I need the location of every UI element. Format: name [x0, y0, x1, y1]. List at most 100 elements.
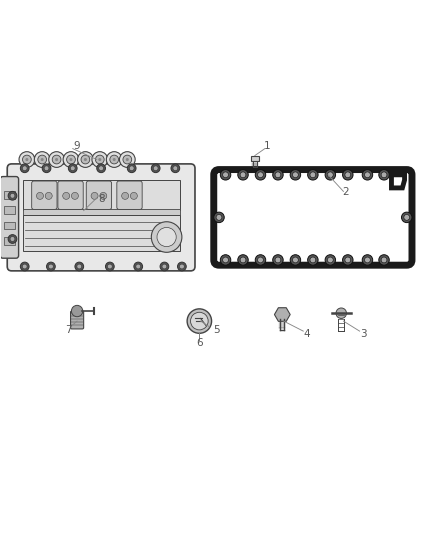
Circle shape: [77, 264, 81, 269]
Circle shape: [162, 264, 167, 269]
Circle shape: [362, 169, 373, 180]
Circle shape: [160, 262, 169, 271]
Circle shape: [81, 155, 90, 164]
Circle shape: [364, 172, 371, 177]
Circle shape: [187, 309, 212, 333]
Text: 8: 8: [98, 194, 104, 204]
Circle shape: [42, 164, 51, 173]
Circle shape: [20, 164, 29, 173]
Circle shape: [100, 192, 107, 199]
Circle shape: [49, 152, 64, 167]
Bar: [251, 156, 259, 161]
Circle shape: [293, 257, 298, 263]
Circle shape: [402, 212, 412, 223]
Circle shape: [131, 192, 138, 199]
Circle shape: [110, 155, 119, 164]
Text: 5: 5: [213, 325, 220, 335]
Circle shape: [238, 255, 248, 265]
Circle shape: [36, 192, 43, 199]
Circle shape: [223, 172, 229, 177]
Circle shape: [106, 152, 122, 167]
Circle shape: [70, 158, 73, 161]
Circle shape: [84, 158, 87, 161]
Circle shape: [99, 166, 103, 171]
Circle shape: [255, 169, 266, 180]
Circle shape: [97, 164, 106, 173]
Circle shape: [52, 155, 61, 164]
Circle shape: [180, 264, 184, 269]
Circle shape: [63, 152, 79, 167]
Circle shape: [8, 235, 17, 244]
FancyBboxPatch shape: [32, 181, 57, 209]
Circle shape: [381, 172, 387, 177]
Circle shape: [216, 214, 222, 220]
FancyBboxPatch shape: [58, 181, 83, 209]
Circle shape: [362, 255, 373, 265]
Text: 2: 2: [343, 187, 349, 197]
Circle shape: [107, 264, 112, 269]
Circle shape: [10, 237, 15, 241]
Circle shape: [123, 155, 132, 164]
Text: 6: 6: [196, 338, 203, 348]
Circle shape: [120, 152, 135, 167]
Text: 3: 3: [360, 329, 367, 339]
Circle shape: [343, 255, 353, 265]
Circle shape: [345, 172, 351, 177]
Circle shape: [8, 191, 17, 200]
Circle shape: [240, 172, 246, 177]
Text: 9: 9: [74, 141, 81, 151]
Circle shape: [328, 257, 333, 263]
Circle shape: [113, 158, 116, 161]
Circle shape: [95, 155, 104, 164]
Circle shape: [71, 166, 75, 171]
Circle shape: [68, 164, 77, 173]
Circle shape: [220, 169, 231, 180]
Bar: [22, 180, 180, 211]
Bar: [4, 222, 14, 229]
Circle shape: [45, 192, 52, 199]
Circle shape: [336, 308, 346, 318]
Circle shape: [290, 169, 300, 180]
Bar: [4, 191, 14, 199]
Circle shape: [20, 262, 29, 271]
Circle shape: [71, 305, 83, 317]
Circle shape: [307, 255, 318, 265]
Circle shape: [345, 257, 351, 263]
Circle shape: [91, 192, 98, 199]
Circle shape: [10, 193, 15, 198]
Circle shape: [22, 155, 31, 164]
Circle shape: [307, 169, 318, 180]
Circle shape: [46, 262, 55, 271]
Circle shape: [404, 214, 410, 220]
Circle shape: [325, 169, 336, 180]
Circle shape: [173, 166, 178, 171]
FancyBboxPatch shape: [7, 164, 195, 271]
Circle shape: [71, 192, 78, 199]
Circle shape: [34, 152, 50, 167]
Polygon shape: [392, 175, 405, 188]
Circle shape: [273, 169, 283, 180]
Circle shape: [238, 169, 248, 180]
Circle shape: [153, 166, 158, 171]
Circle shape: [151, 164, 160, 173]
Circle shape: [258, 172, 263, 177]
Bar: [22, 209, 180, 215]
Circle shape: [98, 158, 101, 161]
Circle shape: [127, 164, 136, 173]
Circle shape: [220, 255, 231, 265]
Circle shape: [223, 257, 229, 263]
Circle shape: [258, 257, 263, 263]
Circle shape: [129, 166, 134, 171]
Circle shape: [293, 172, 298, 177]
Bar: [4, 237, 14, 245]
Circle shape: [136, 264, 141, 269]
Circle shape: [240, 257, 246, 263]
Circle shape: [310, 257, 316, 263]
Circle shape: [379, 255, 389, 265]
Circle shape: [379, 169, 389, 180]
Circle shape: [177, 262, 186, 271]
Circle shape: [325, 255, 336, 265]
Circle shape: [49, 264, 53, 269]
Circle shape: [381, 257, 387, 263]
Circle shape: [22, 166, 27, 171]
